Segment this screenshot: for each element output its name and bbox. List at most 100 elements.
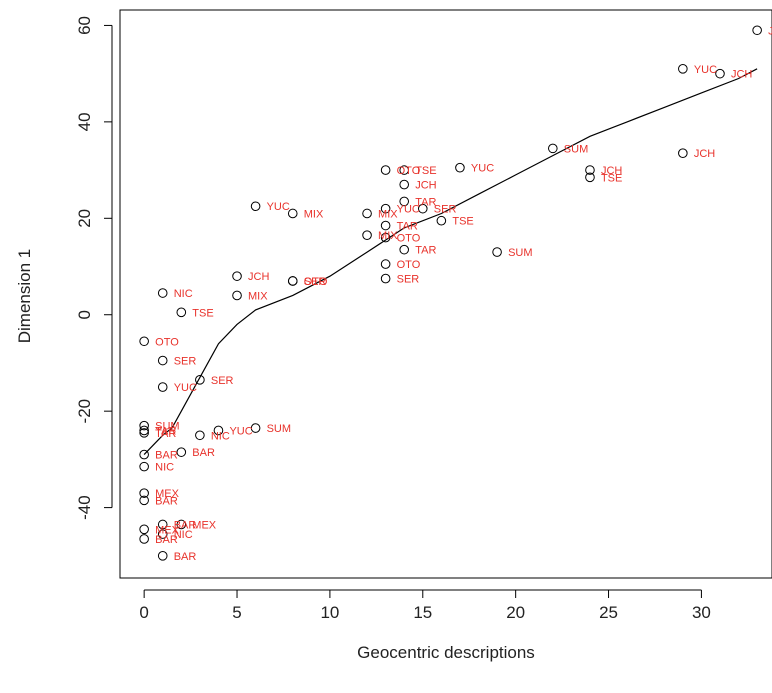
data-point [399, 196, 410, 207]
data-point [157, 355, 168, 366]
data-point [232, 290, 242, 301]
plot-border [119, 9, 772, 579]
point-label: J [768, 25, 772, 37]
point-label: TSE [452, 216, 473, 228]
point-label: BAR [192, 447, 215, 459]
data-point [139, 425, 149, 436]
point-label: TSE [192, 307, 213, 319]
point-label: JCH [601, 165, 622, 177]
fit-line [143, 68, 758, 456]
data-point [287, 276, 298, 286]
data-point [455, 162, 465, 173]
point-label: BAR [174, 519, 197, 531]
point-label: TSE [601, 172, 622, 184]
point-label: MEX [192, 519, 217, 531]
point-label: YUC [267, 201, 290, 213]
y-tick-label: -20 [75, 399, 94, 424]
data-point [399, 244, 410, 255]
data-point [139, 524, 149, 535]
data-point [139, 534, 149, 544]
point-label: TSE [415, 165, 436, 177]
data-point [492, 247, 502, 257]
point-label: SER [174, 356, 197, 368]
y-tick-label: -40 [75, 495, 94, 520]
point-label: TAR [155, 428, 176, 440]
data-point [157, 382, 168, 392]
x-tick-label: 30 [692, 603, 711, 622]
data-point [380, 232, 391, 243]
data-point [417, 203, 428, 214]
point-label: TAR [415, 245, 436, 257]
point-label: MIX [304, 208, 324, 220]
point-label: SUM [508, 247, 532, 259]
data-point [213, 425, 224, 436]
data-point [362, 230, 372, 240]
data-point [232, 271, 242, 281]
x-tick-label: 5 [232, 603, 241, 622]
point-label: NIC [174, 288, 193, 300]
point-label: BAR [155, 495, 178, 507]
point-label: OTO [155, 336, 179, 348]
data-point [195, 375, 205, 385]
y-tick-label: 0 [75, 310, 94, 319]
data-point [139, 420, 149, 431]
point-label: OTO [397, 165, 421, 177]
x-tick-label: 20 [506, 603, 525, 622]
x-tick-label: 0 [139, 603, 148, 622]
data-point [176, 307, 187, 318]
data-point [380, 165, 391, 175]
data-point [250, 201, 261, 212]
point-label: NIC [155, 462, 174, 474]
point-label: SUM [564, 143, 588, 155]
point-label: JCH [731, 69, 752, 81]
data-point [250, 423, 261, 433]
point-label: BAR [155, 534, 178, 546]
point-label: NIC [211, 430, 230, 442]
x-tick-label: 10 [320, 603, 339, 622]
y-axis: -40 -20 0 20 40 60 [75, 16, 113, 520]
data-point [139, 428, 149, 438]
point-label: YUC [397, 204, 420, 216]
point-label: SER [434, 204, 457, 216]
data-point [399, 179, 410, 190]
data-point [139, 336, 149, 347]
point-label: SER [304, 276, 327, 288]
data-point [139, 488, 149, 498]
data-point [139, 461, 149, 472]
x-tick-label: 25 [599, 603, 618, 622]
point-label: SUM [267, 423, 291, 435]
point-label: SER [397, 274, 420, 286]
data-point [548, 143, 558, 154]
x-tick-label: 15 [413, 603, 432, 622]
point-label: TAR [155, 425, 176, 437]
data-point [287, 208, 298, 219]
data-point [157, 519, 168, 530]
data-point [585, 165, 595, 175]
point-label: JCH [248, 271, 269, 283]
point-label: MIX [248, 290, 268, 302]
point-label: BAR [174, 551, 197, 563]
data-point [139, 449, 149, 460]
data-point [195, 430, 205, 441]
y-tick-label: 60 [75, 16, 94, 35]
point-label: OTO [304, 276, 328, 288]
point-label: MEX [155, 488, 180, 500]
y-tick-label: 20 [75, 209, 94, 228]
data-point [157, 551, 168, 561]
data-point [678, 148, 688, 159]
x-axis: 0 5 10 15 20 25 30 [139, 589, 711, 622]
data-point [157, 529, 168, 539]
data-point [380, 273, 391, 284]
point-label: YUC [174, 382, 197, 394]
data-point [752, 25, 762, 36]
data-point [585, 172, 595, 183]
data-point [380, 203, 391, 214]
data-point [157, 288, 168, 298]
point-label: JCH [694, 148, 715, 160]
point-label: TAR [415, 196, 436, 208]
y-axis-title: Dimension 1 [15, 249, 34, 344]
data-point [678, 64, 688, 74]
point-label: MEX [155, 524, 180, 536]
point-label: BAR [155, 450, 178, 462]
